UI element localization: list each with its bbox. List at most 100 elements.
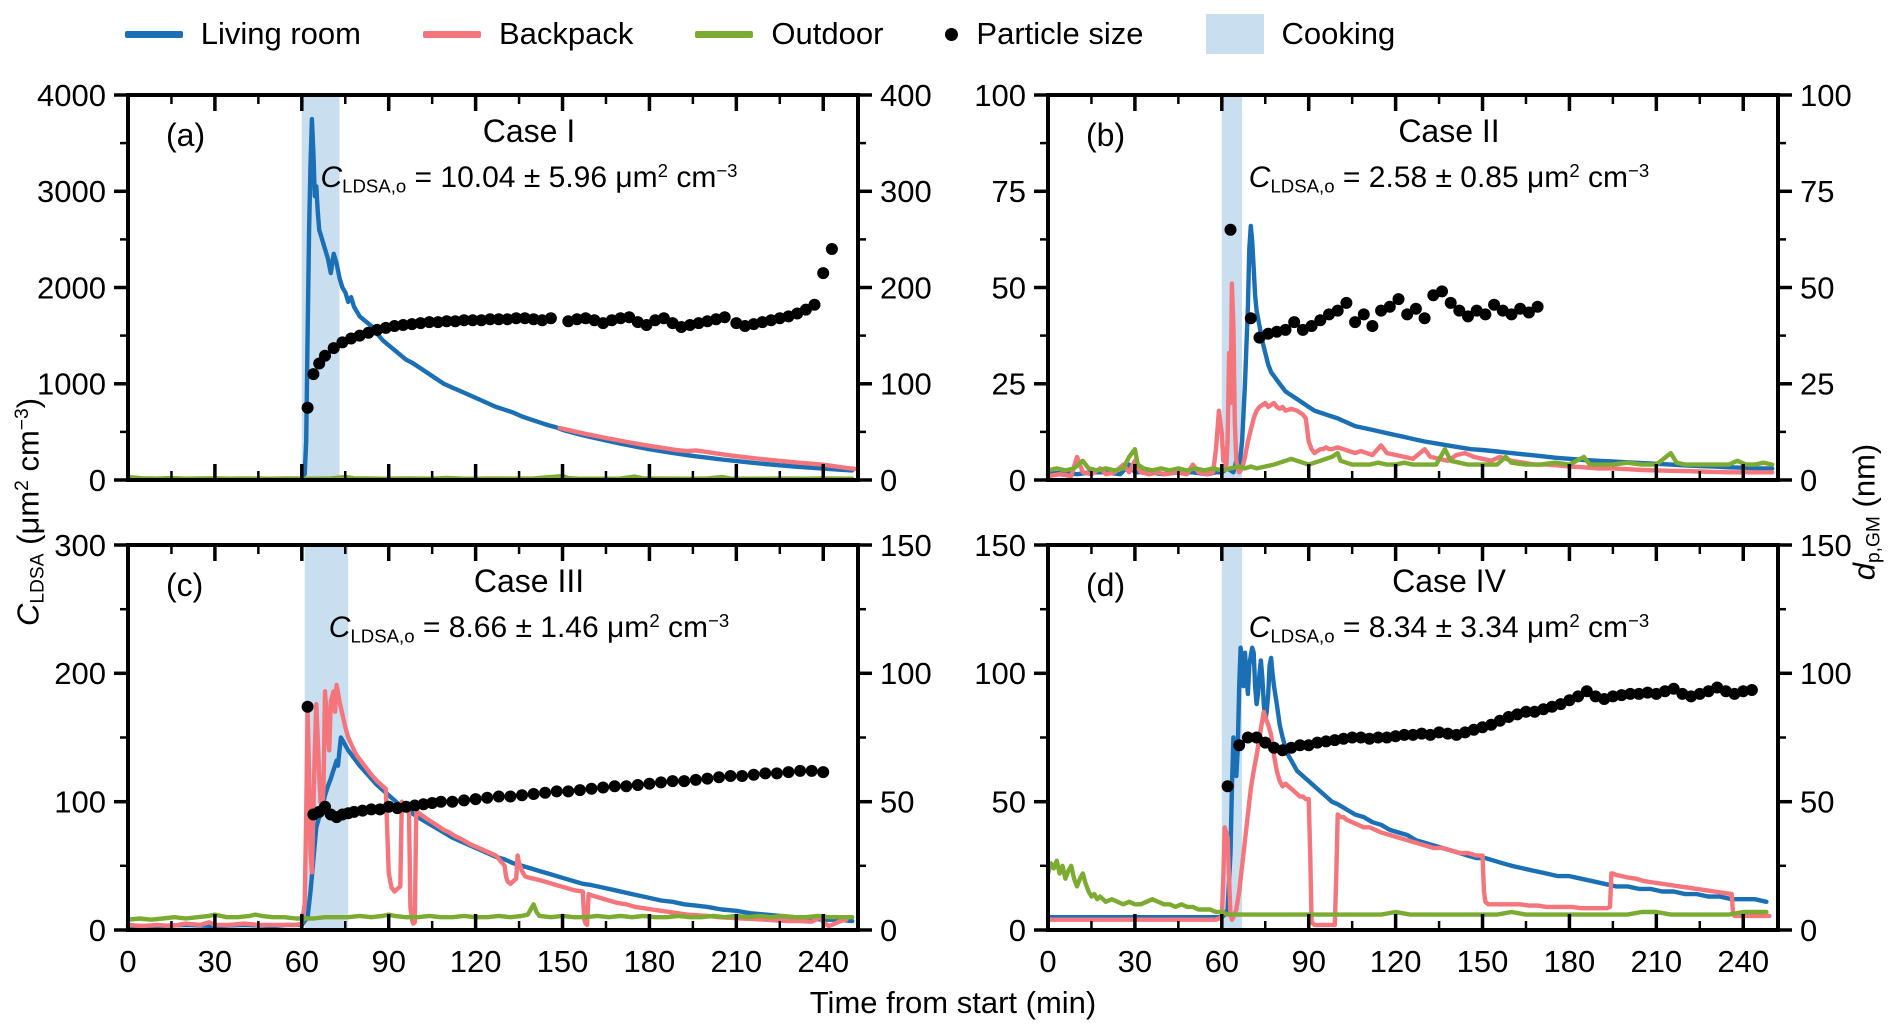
legend-line-swatch — [695, 30, 754, 38]
panel-c-particle-size-dot — [678, 775, 691, 788]
panel-b-border — [1046, 93, 1780, 482]
panel-d: 0 30 60 90 120 150 180 210 240 0 50 100 150 0 50 100 150 — [974, 528, 1851, 979]
legend-item-cooking: Cooking — [1205, 14, 1396, 54]
panel-c-particle-size-dot — [481, 791, 494, 804]
panel-c-particle-size-dot — [805, 764, 818, 777]
panel-c-particle-size-dot — [817, 766, 830, 779]
panel-d-particle-size-dot — [1580, 685, 1593, 698]
y-right-tick-label: 50 — [880, 785, 914, 820]
panel-a-particle-size-dot — [423, 316, 436, 329]
panel-b-particle-size-dot — [1505, 308, 1518, 321]
panel-c-particle-size-dot — [550, 785, 563, 798]
panel-c-particle-size-dot — [759, 767, 772, 780]
panel-c-particle-size-dot — [469, 793, 482, 806]
y-left-tick-label: 2000 — [37, 270, 106, 305]
panel-c-particle-size-dot — [573, 784, 586, 797]
panel-b-particle-size-dot — [1462, 310, 1474, 323]
x-tick-label: 210 — [710, 944, 762, 979]
panel-b-particle-size-dot — [1531, 300, 1544, 313]
panel-c-particle-size-dot — [643, 777, 656, 790]
x-tick-label: 30 — [1118, 944, 1152, 979]
panel-a-particle-size-dot — [614, 312, 627, 325]
panel-a-particle-size-dot — [414, 317, 427, 330]
panel-a-living-room-line — [125, 116, 855, 482]
y-left-close: ) — [10, 397, 46, 409]
panel-b-particle-size-dot — [1453, 304, 1466, 317]
panel-a-particle-size-dot — [571, 313, 583, 326]
x-axis-title: Time from start (min) — [809, 985, 1097, 1020]
y-right-tick-label: 75 — [1800, 174, 1834, 209]
y-left-sup2: −3 — [11, 408, 33, 431]
panel-c-particle-size-dot — [782, 766, 795, 779]
y-right-tick-label: 100 — [880, 367, 932, 402]
panel-a-particle-size-dot — [307, 368, 320, 381]
panel-b-particle-size-dot — [1314, 314, 1327, 327]
panel-c-particle-size-dot — [655, 776, 667, 789]
legend-item-backpack: Backpack — [422, 16, 633, 52]
panel-a-particle-size-dot — [405, 318, 418, 331]
y-left-sup1: 2 — [11, 480, 33, 491]
panel-a-particle-size-dot — [544, 312, 557, 325]
legend-label: Particle size — [976, 16, 1144, 51]
y-left-tick-label: 100 — [54, 785, 106, 820]
panel-a-particle-size-dot — [510, 312, 523, 325]
y-right-tick-label: 100 — [880, 656, 932, 691]
panel-c-particle-size-dot — [608, 780, 621, 793]
panel-b-particle-size-dot — [1392, 293, 1405, 306]
panel-c-particle-size-dot — [301, 700, 314, 713]
panel-c-particle-size-dot — [666, 775, 679, 788]
legend: Living room Backpack Outdoor Particle size C… — [110, 10, 1410, 58]
panel-b-particle-size-dot — [1331, 304, 1344, 317]
panel-c: 0 30 60 90 120 150 180 210 240 0 100 200 300 0 50 100 15… — [54, 528, 931, 979]
y-right-subscript: p,GM — [1863, 516, 1885, 564]
panel-c-letter: (c) — [166, 567, 204, 603]
y-right-tick-label: 0 — [1800, 463, 1817, 498]
panel-c-particle-size-dot — [794, 764, 807, 777]
y-left-tick-label: 4000 — [37, 78, 106, 113]
y-right-tick-label: 50 — [1800, 785, 1834, 820]
panel-c-particle-size-dot — [516, 789, 528, 802]
panel-c-particle-size-dot — [539, 786, 552, 799]
x-tick-label: 240 — [1717, 944, 1769, 979]
panel-a-particle-size-dot — [466, 314, 479, 327]
panel-c-outdoor-line — [125, 902, 855, 922]
y-left-unit: (μm — [10, 490, 46, 554]
y-left-unit2: cm — [10, 430, 46, 481]
y-axis-title-left: CLDSA (μm2 cm−3) — [10, 398, 49, 626]
panel-b-particle-size-dot — [1224, 223, 1237, 236]
y-right-tick-label: 25 — [1800, 367, 1834, 402]
panel-d-particle-size-dot — [1241, 731, 1254, 744]
panel-b-particle-size-dot — [1288, 316, 1301, 329]
panel-c-particle-size-dot — [492, 790, 505, 803]
panel-c-backpack-line — [125, 682, 849, 929]
panel-b-outdoor-line — [1045, 447, 1775, 473]
panel-c-particle-size-dot — [689, 773, 702, 786]
panel-b: 0 25 50 75 100 0 25 50 75 100 — [974, 78, 1851, 498]
panel-a-particle-size-dot — [458, 314, 470, 327]
panel-b-letter: (b) — [1086, 117, 1126, 153]
panel-c-particle-size-dot — [597, 781, 610, 794]
x-tick-label: 90 — [371, 944, 405, 979]
y-left-tick-label: 100 — [974, 656, 1026, 691]
panel-c-particle-size-dot — [365, 803, 378, 816]
y-right-tick-label: 200 — [880, 270, 932, 305]
panel-b-particle-size-dot — [1401, 308, 1414, 321]
panel-b-particle-size-dot — [1479, 308, 1492, 321]
panel-a-particle-size-dot — [440, 315, 453, 328]
y-left-tick-label: 1000 — [37, 367, 106, 402]
x-tick-label: 120 — [1370, 944, 1422, 979]
panel-c-living-room-line — [125, 735, 855, 929]
panel-c-particle-size-dot — [724, 770, 737, 782]
panel-a-backpack-line — [557, 425, 858, 472]
panel-a-particle-size-dot — [817, 267, 830, 280]
x-tick-label: 210 — [1630, 944, 1682, 979]
legend-label: Cooking — [1281, 16, 1396, 51]
y-left-tick-label: 0 — [1009, 463, 1026, 498]
panel-b-particle-size-dot — [1305, 320, 1318, 332]
panel-c-particle-size-dot — [770, 767, 783, 780]
panel-c-particle-size-dot — [713, 771, 725, 784]
x-tick-label: 120 — [450, 944, 502, 979]
y-right-tick-label: 100 — [1800, 656, 1852, 691]
